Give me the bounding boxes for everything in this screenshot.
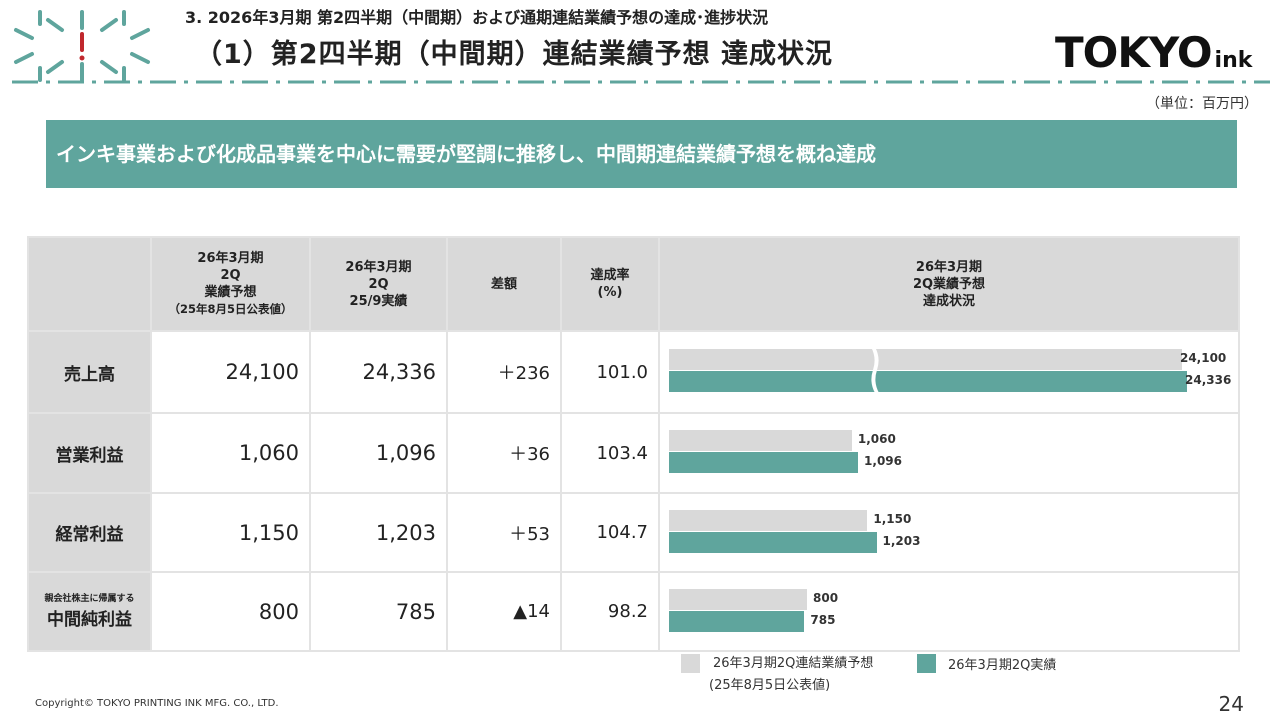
bar-plan bbox=[669, 510, 868, 531]
row-label: 営業利益 bbox=[27, 412, 152, 494]
table-header-row: 26年3月期 2Q 業績予想 （25年8月5日公表値） 26年3月期 2Q 25… bbox=[27, 236, 1240, 332]
bar-plan-label: 24,100 bbox=[1179, 351, 1227, 365]
summary-banner: インキ事業および化成品事業を中心に需要が堅調に推移し、中間期連結業績予想を概ね達… bbox=[46, 120, 1237, 188]
plan-value: 800 bbox=[150, 571, 311, 652]
header-chart: 26年3月期 2Q業績予想 達成状況 bbox=[658, 236, 1240, 332]
diff-value: ＋53 bbox=[446, 492, 562, 573]
header-empty bbox=[27, 236, 152, 332]
row-label-main: 中間純利益 bbox=[47, 610, 132, 630]
unit-label: （単位：百万円） bbox=[1146, 96, 1258, 112]
bar-cell-sales: 24,100 24,336 bbox=[658, 330, 1240, 414]
plan-value: 1,060 bbox=[150, 412, 311, 494]
row-label: 親会社株主に帰属する 中間純利益 bbox=[27, 571, 152, 652]
bar-actual-label: 24,336 bbox=[1185, 373, 1232, 387]
bar-plan-label: 1,060 bbox=[857, 432, 896, 446]
row-label-prefix: 親会社株主に帰属する bbox=[44, 594, 135, 604]
snowflake-logo-icon bbox=[14, 10, 150, 82]
bar-actual bbox=[669, 532, 877, 553]
diff-value: ＋236 bbox=[446, 330, 562, 414]
diff-value: ▲14 bbox=[446, 571, 562, 652]
legend-actual-label: 26年3月期2Q実績 bbox=[948, 658, 1057, 673]
bar-plan bbox=[669, 349, 1182, 370]
bar-actual-label: 1,203 bbox=[882, 534, 921, 548]
actual-value: 1,096 bbox=[309, 412, 448, 494]
bar-cell-ordinary: 1,150 1,203 bbox=[658, 492, 1240, 573]
rate-value: 103.4 bbox=[560, 412, 660, 494]
actual-value: 1,203 bbox=[309, 492, 448, 573]
table-row: 経常利益 1,150 1,203 ＋53 104.7 1,150 1,203 bbox=[27, 492, 1240, 573]
actual-value: 24,336 bbox=[309, 330, 448, 414]
brand-logo: TOKYO ink bbox=[1055, 28, 1252, 77]
legend-plan-line2: (25年8月5日公表値) bbox=[709, 678, 831, 693]
header-dashed-rule bbox=[12, 80, 1270, 84]
bar-cell-operating: 1,060 1,096 bbox=[658, 412, 1240, 494]
actual-value: 785 bbox=[309, 571, 448, 652]
bar-plan-label: 1,150 bbox=[873, 512, 912, 526]
page-title: （1）第2四半期（中間期）連結業績予想 達成状況 bbox=[195, 39, 833, 70]
header-rate: 達成率 (%) bbox=[560, 236, 660, 332]
diff-value: ＋36 bbox=[446, 412, 562, 494]
rate-value: 101.0 bbox=[560, 330, 660, 414]
brand-sub: ink bbox=[1214, 48, 1253, 73]
plan-value: 1,150 bbox=[150, 492, 311, 573]
results-table: 26年3月期 2Q 業績予想 （25年8月5日公表値） 26年3月期 2Q 25… bbox=[27, 236, 1240, 652]
rate-value: 104.7 bbox=[560, 492, 660, 573]
bar-plan bbox=[669, 589, 807, 610]
row-label: 経常利益 bbox=[27, 492, 152, 573]
section-heading: 3. 2026年3月期 第2四半期（中間期）および通期連結業績予想の達成･進捗状… bbox=[185, 8, 769, 27]
row-label: 売上高 bbox=[27, 330, 152, 414]
copyright: Copyright© TOKYO PRINTING INK MFG. CO., … bbox=[35, 698, 279, 709]
bar-actual-label: 1,096 bbox=[864, 454, 903, 468]
legend-actual-swatch bbox=[917, 654, 936, 673]
bar-actual bbox=[669, 452, 859, 473]
header-actual: 26年3月期 2Q 25/9実績 bbox=[309, 236, 448, 332]
page-number: 24 bbox=[1218, 692, 1244, 716]
rate-value: 98.2 bbox=[560, 571, 660, 652]
legend-plan-swatch bbox=[681, 654, 700, 673]
bar-actual bbox=[669, 371, 1187, 392]
legend-plan-line1: 26年3月期2Q連結業績予想 bbox=[713, 656, 874, 671]
header-diff: 差額 bbox=[446, 236, 562, 332]
table-row: 売上高 24,100 24,336 ＋236 101.0 24,100 24,33… bbox=[27, 330, 1240, 414]
header-plan: 26年3月期 2Q 業績予想 （25年8月5日公表値） bbox=[150, 236, 311, 332]
brand-main: TOKYO bbox=[1055, 28, 1213, 77]
bar-cell-net: 800 785 bbox=[658, 571, 1240, 652]
bar-plan-label: 800 bbox=[813, 591, 839, 605]
axis-break-mark bbox=[871, 347, 879, 393]
plan-value: 24,100 bbox=[150, 330, 311, 414]
bar-actual bbox=[669, 611, 805, 632]
bar-plan bbox=[669, 430, 852, 451]
table-row: 営業利益 1,060 1,096 ＋36 103.4 1,060 1,096 bbox=[27, 412, 1240, 494]
bar-actual-label: 785 bbox=[810, 613, 836, 627]
table-row: 親会社株主に帰属する 中間純利益 800 785 ▲14 98.2 800 785 bbox=[27, 571, 1240, 652]
